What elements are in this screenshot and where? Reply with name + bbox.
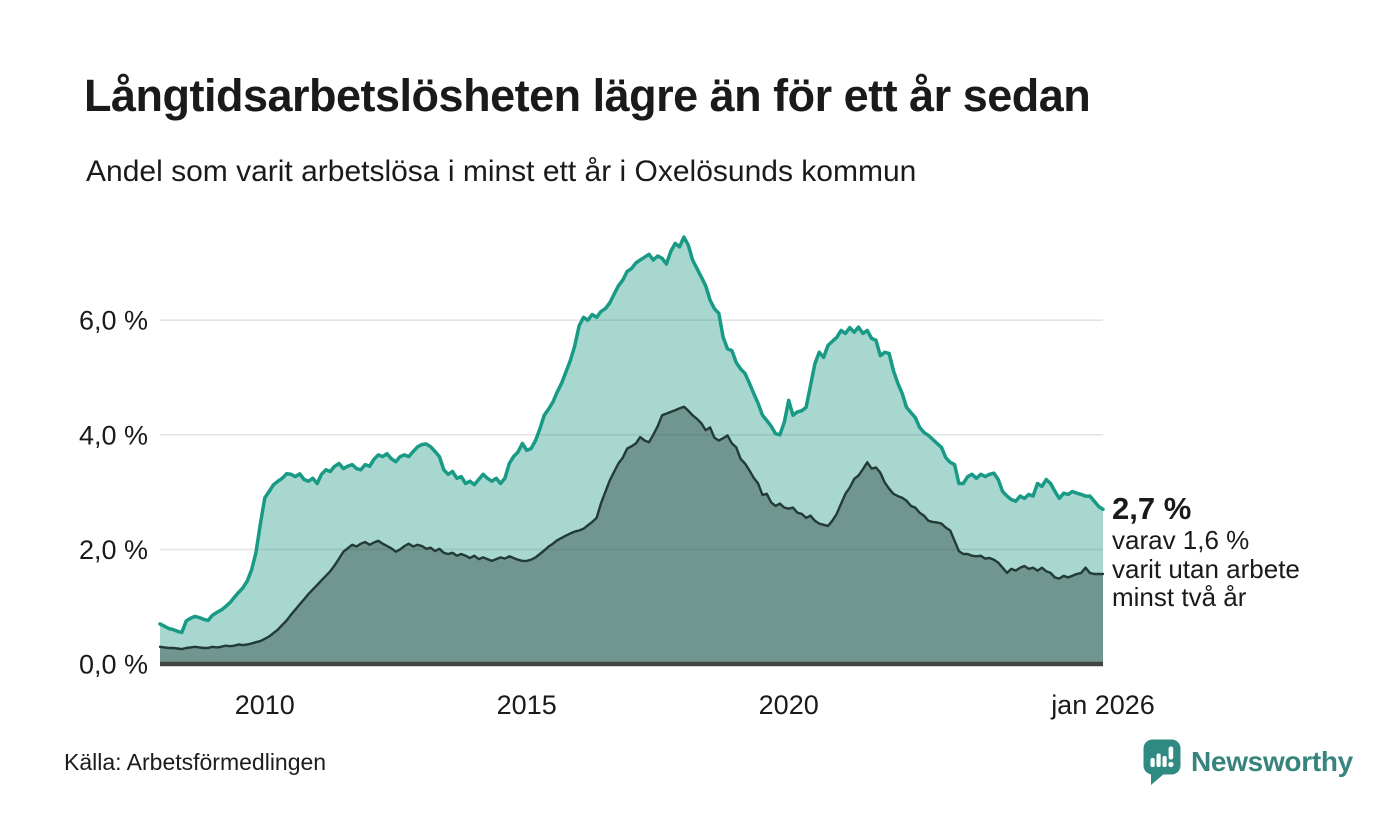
y-tick-label-4pct: 4,0 % bbox=[79, 420, 148, 450]
x-tick-label-2020: 2020 bbox=[759, 690, 819, 720]
area-min-two-years bbox=[160, 406, 1103, 664]
area-min-one-year bbox=[160, 237, 1103, 664]
source-note: Källa: Arbetsförmedlingen bbox=[64, 749, 327, 775]
latest-value-label: 2,7 % bbox=[1112, 491, 1192, 526]
y-tick-label-0pct: 0,0 % bbox=[79, 650, 148, 680]
y-tick-label-2pct: 2,0 % bbox=[79, 535, 148, 565]
newsworthy-logo-icon bbox=[1143, 739, 1181, 785]
page-title: Långtidsarbetslösheten lägre än för ett … bbox=[84, 70, 1091, 121]
x-tick-label-2015: 2015 bbox=[497, 690, 557, 720]
x-tick-label-2010: 2010 bbox=[235, 690, 295, 720]
brand-name: Newsworthy bbox=[1191, 746, 1353, 777]
brand-logo: Newsworthy bbox=[1142, 738, 1353, 788]
latest-value-annotation: 2,7 % varav 1,6 % varit utan arbete mins… bbox=[1112, 492, 1352, 612]
line-min-two-years bbox=[158, 405, 1105, 651]
annotation-line-2: varit utan arbete bbox=[1112, 553, 1300, 584]
line-min-one-year bbox=[158, 235, 1105, 635]
page-subtitle: Andel som varit arbetslösa i minst ett å… bbox=[86, 155, 917, 188]
y-tick-label-6pct: 6,0 % bbox=[79, 306, 148, 336]
annotation-line-3: minst två år bbox=[1112, 582, 1247, 612]
annotation-line-1: varav 1,6 % bbox=[1112, 525, 1250, 555]
x-tick-label-2026: jan 2026 bbox=[1050, 690, 1155, 720]
